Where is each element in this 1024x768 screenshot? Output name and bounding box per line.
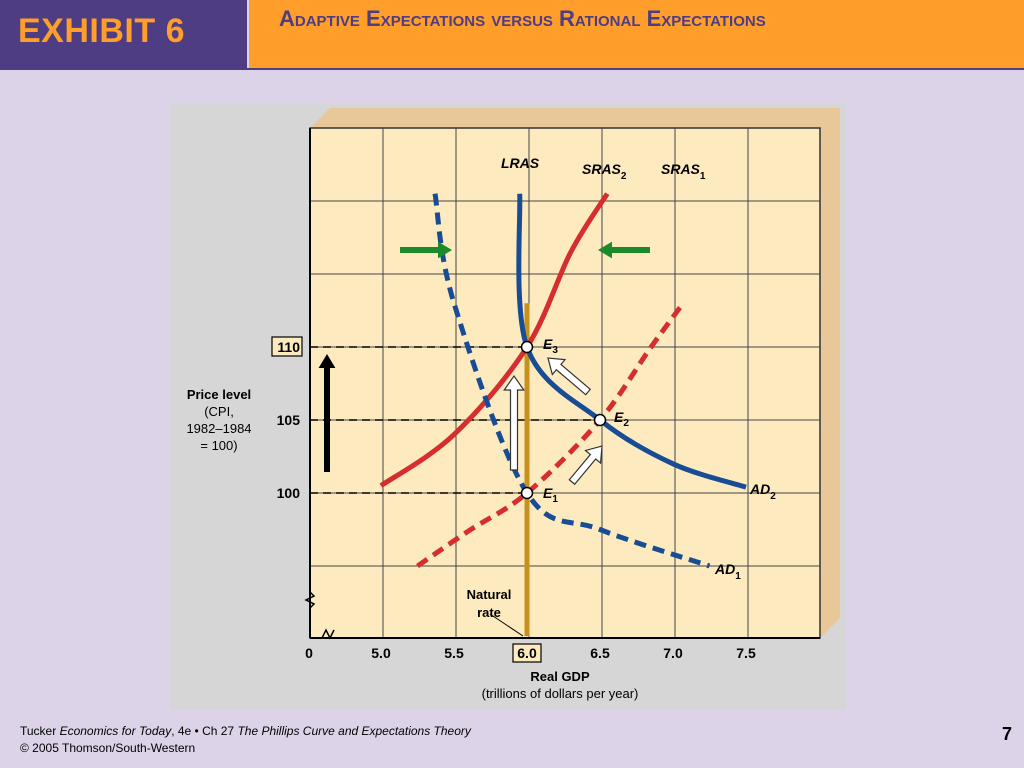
x-tick-label: 6.0 [517, 645, 537, 661]
curve-sras1 [416, 301, 686, 569]
x-axis-sublabel: (trillions of dollars per year) [481, 686, 639, 701]
header-divider [0, 68, 1024, 70]
x-tick-label: 7.0 [663, 645, 683, 661]
green-arrow-right-icon [400, 241, 452, 259]
x-tick-label: 5.5 [444, 645, 464, 661]
y-axis-title: Price level (CPI, 1982–1984 = 100) [172, 386, 266, 454]
x-axis-title: Real GDP (trillions of dollars per year) [430, 668, 690, 702]
point-e2 [593, 413, 607, 427]
footer-chapter: The Phillips Curve and Expectations Theo… [237, 724, 471, 738]
exhibit-banner: EXHIBIT 6 [0, 0, 247, 68]
x-tick-label: 5.0 [371, 645, 391, 661]
x-tick-label: 0 [305, 645, 313, 661]
point-e3 [520, 340, 534, 354]
natural-rate-pointer [489, 613, 524, 637]
label-sras2: SRAS2 [582, 161, 627, 182]
y-tick-label: 100 [277, 485, 301, 501]
highlight-box [271, 336, 303, 357]
title-banner: Adaptive Expectations versus Rational Ex… [249, 0, 1024, 68]
label-ad2: AD2 [749, 481, 776, 502]
plot-area [309, 127, 821, 639]
curve-ad1 [432, 193, 711, 569]
y-axis-break-icon [304, 591, 316, 609]
label-ad1: AD1 [714, 561, 741, 582]
footer-copyright: © 2005 Thomson/South-Western [20, 741, 196, 755]
curve-ad2 [516, 193, 747, 490]
natural-rate-label: Natural rate [466, 587, 512, 620]
white-arrow-diag1-icon [568, 445, 603, 486]
shift-arrows [318, 241, 650, 486]
exhibit-label: EXHIBIT 6 [18, 12, 185, 50]
footer-book: Economics for Today [59, 724, 172, 738]
point-e1 [520, 486, 534, 500]
x-axis-label: Real GDP [530, 669, 590, 684]
x-tick-label: 7.5 [736, 645, 756, 661]
price-rise-arrow-icon [318, 354, 336, 472]
page-number: 7 [1001, 724, 1012, 744]
slide-title: Adaptive Expectations versus Rational Ex… [279, 6, 766, 31]
guide-lines [310, 346, 600, 494]
green-arrow-left-icon [598, 241, 650, 259]
label-lras: LRAS [501, 155, 540, 171]
highlight-box [512, 643, 542, 663]
y-tick-label: 110 [277, 339, 300, 355]
footer-author: Tucker [20, 724, 57, 738]
white-arrow-up-icon [503, 374, 525, 471]
x-axis-break-icon [321, 628, 335, 640]
curve-labels: LRAS SRAS1 SRAS2 AD1 AD2 [501, 155, 776, 582]
y-tick-label: 105 [277, 412, 301, 428]
tick-labels: 0 5.0 5.5 6.0 6.5 7.0 7.5 100 105 110 [271, 336, 756, 663]
white-arrow-diag2-icon [547, 357, 592, 396]
y-axis-label: Price level [186, 387, 252, 402]
footer-edition: , 4e • Ch 27 [171, 724, 238, 738]
label-sras1: SRAS1 [661, 161, 706, 182]
footer: Tucker Economics for Today, 4e • Ch 27 T… [20, 723, 471, 757]
x-tick-label: 6.5 [590, 645, 610, 661]
y-axis-sublabel: (CPI, 1982–1984 = 100) [186, 404, 252, 453]
